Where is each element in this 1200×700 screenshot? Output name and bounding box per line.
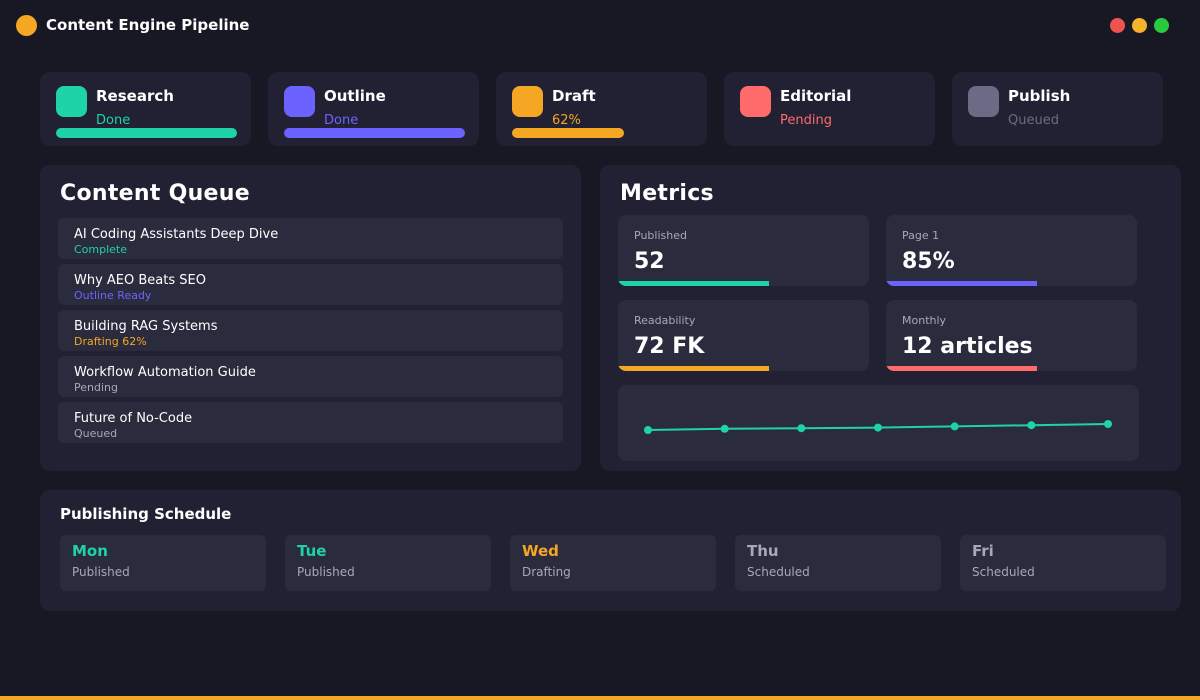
metric-card-page-1: Page 1 85%: [886, 215, 1137, 286]
stage-icon: [512, 86, 543, 117]
stage-progress-bar: [56, 128, 237, 138]
metric-value: 12 articles: [902, 334, 1033, 359]
stage-name: Editorial: [780, 87, 852, 105]
queue-item-status: Complete: [74, 243, 128, 256]
metric-card-monthly: Monthly 12 articles: [886, 300, 1137, 371]
metric-label: Monthly: [902, 314, 947, 327]
stage-card-publish[interactable]: Publish Queued: [952, 72, 1163, 146]
trend-point-2: [720, 424, 729, 433]
schedule-day-fri[interactable]: Fri Scheduled: [960, 535, 1166, 591]
stage-status: Queued: [1008, 113, 1059, 128]
queue-item-status: Pending: [74, 381, 118, 394]
queue-item-title: AI Coding Assistants Deep Dive: [74, 227, 279, 242]
metric-label: Readability: [634, 314, 696, 327]
metric-label: Published: [634, 229, 687, 242]
content-queue-panel: Content Queue AI Coding Assistants Deep …: [40, 165, 581, 471]
metric-value: 72 FK: [634, 334, 705, 359]
stage-card-editorial[interactable]: Editorial Pending: [724, 72, 935, 146]
stage-status: Pending: [780, 113, 832, 128]
day-name: Thu: [747, 542, 779, 560]
day-status: Published: [297, 565, 355, 579]
metric-card-published: Published 52: [618, 215, 869, 286]
stage-progress-bar: [512, 128, 624, 138]
stage-name: Research: [96, 87, 174, 105]
trend-point-4: [874, 423, 882, 432]
stage-name: Draft: [552, 87, 596, 105]
stage-name: Publish: [1008, 87, 1071, 105]
day-name: Mon: [72, 542, 108, 560]
day-status: Drafting: [522, 565, 571, 579]
metric-value: 85%: [902, 249, 955, 274]
schedule-day-wed[interactable]: Wed Drafting: [510, 535, 716, 591]
trend-point-1: [644, 426, 652, 434]
metric-bar: [886, 281, 1037, 286]
stage-card-draft[interactable]: Draft 62%: [496, 72, 707, 146]
metric-bar: [618, 366, 769, 371]
trend-point-7: [1104, 420, 1112, 428]
publishing-schedule-panel: Publishing Schedule Mon Published Tue Pu…: [40, 490, 1181, 611]
metrics-title: Metrics: [620, 181, 714, 206]
day-status: Scheduled: [972, 565, 1035, 579]
schedule-day-thu[interactable]: Thu Scheduled: [735, 535, 941, 591]
queue-item-title: Workflow Automation Guide: [74, 365, 256, 380]
queue-item-status: Outline Ready: [74, 289, 152, 302]
stage-card-research[interactable]: Research Done: [40, 72, 251, 146]
day-name: Wed: [522, 542, 559, 560]
stage-status: 62%: [552, 113, 581, 128]
stage-card-outline[interactable]: Outline Done: [268, 72, 479, 146]
publishing-schedule-title: Publishing Schedule: [60, 505, 232, 523]
queue-item-status: Drafting 62%: [74, 335, 147, 348]
day-status: Published: [72, 565, 130, 579]
day-status: Scheduled: [747, 565, 810, 579]
stage-icon: [56, 86, 87, 117]
queue-item[interactable]: Building RAG Systems Drafting 62%: [58, 310, 563, 351]
metric-label: Page 1: [902, 229, 940, 242]
queue-item[interactable]: Why AEO Beats SEO Outline Ready: [58, 264, 563, 305]
schedule-day-tue[interactable]: Tue Published: [285, 535, 491, 591]
metric-value: 52: [634, 249, 665, 274]
minimize-window-button[interactable]: [1132, 18, 1147, 33]
maximize-window-button[interactable]: [1154, 18, 1169, 33]
queue-item[interactable]: AI Coding Assistants Deep Dive Complete: [58, 218, 563, 259]
trend-chart: [618, 385, 1139, 461]
schedule-day-mon[interactable]: Mon Published: [60, 535, 266, 591]
metrics-panel: Metrics Published 52 Page 1 85% Readabil…: [600, 165, 1181, 471]
content-queue-title: Content Queue: [60, 181, 250, 206]
stage-progress-bar: [284, 128, 465, 138]
day-name: Fri: [972, 542, 994, 560]
queue-item[interactable]: Future of No-Code Queued: [58, 402, 563, 443]
title-bar: Content Engine Pipeline: [0, 0, 1200, 50]
app-title: Content Engine Pipeline: [46, 16, 250, 34]
stage-icon: [740, 86, 771, 117]
queue-item-status: Queued: [74, 427, 118, 440]
trend-point-6: [1027, 421, 1036, 430]
metric-bar: [618, 281, 769, 286]
queue-item-title: Building RAG Systems: [74, 319, 218, 334]
metric-card-readability: Readability 72 FK: [618, 300, 869, 371]
metric-bar: [886, 366, 1037, 371]
stage-status: Done: [324, 113, 359, 128]
stage-icon: [968, 86, 999, 117]
footer-accent-line: [0, 696, 1200, 700]
stage-icon: [284, 86, 315, 117]
stage-name: Outline: [324, 87, 386, 105]
trend-line-chart: [644, 420, 1112, 434]
app-logo-icon: [16, 15, 37, 36]
queue-item-title: Why AEO Beats SEO: [74, 273, 206, 288]
close-window-button[interactable]: [1110, 18, 1125, 33]
trend-point-3: [797, 424, 806, 433]
queue-item[interactable]: Workflow Automation Guide Pending: [58, 356, 563, 397]
queue-item-title: Future of No-Code: [74, 411, 193, 426]
stage-status: Done: [96, 113, 131, 128]
day-name: Tue: [297, 542, 327, 560]
trend-point-5: [950, 422, 959, 431]
